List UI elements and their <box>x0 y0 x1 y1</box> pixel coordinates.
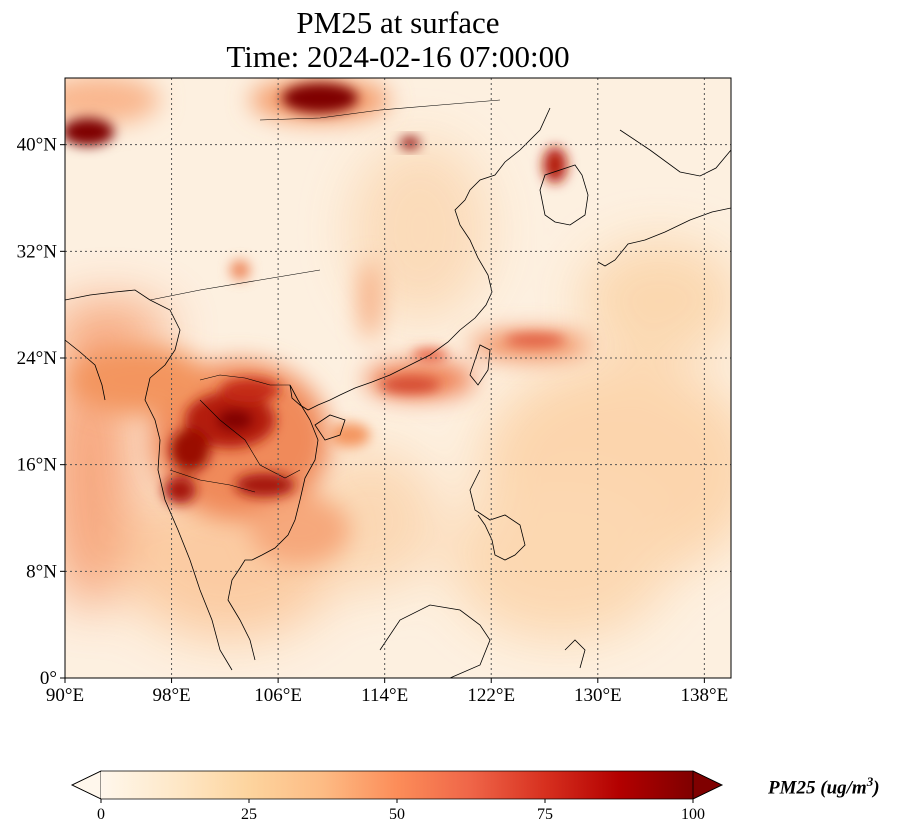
coastlines <box>65 107 731 678</box>
map-frame <box>64 77 732 679</box>
colorbar: 0 25 50 75 100 <box>71 770 723 823</box>
colorbar-tick-label: 0 <box>97 806 105 823</box>
country-borders <box>149 99 501 493</box>
lat-tick-label: 24°N <box>17 348 58 369</box>
lon-tick-label: 98°E <box>152 685 190 706</box>
colorbar-title-close: ) <box>873 777 880 799</box>
lon-tick-label: 114°E <box>361 685 408 706</box>
lat-tick-label: 8°N <box>26 561 57 582</box>
map-title-line-2: Time: 2024-02-16 07:00:00 <box>226 39 570 74</box>
colorbar-tick-label: 75 <box>537 806 553 823</box>
colorbar-gradient <box>101 771 693 799</box>
colorbar-tick-label: 100 <box>681 806 705 823</box>
lon-tick-label: 138°E <box>681 685 729 706</box>
longitude-tick-labels: 90°E 98°E 106°E 114°E 122°E 130°E 138°E <box>46 678 728 706</box>
lon-tick-label: 90°E <box>46 685 84 706</box>
lat-tick-label: 40°N <box>17 135 58 156</box>
colorbar-tick-label: 25 <box>241 806 257 823</box>
colorbar-ticks: 0 25 50 75 100 <box>97 799 705 823</box>
colorbar-title: PM25 (ug/m3) <box>768 774 880 799</box>
lat-tick-label: 16°N <box>17 455 58 476</box>
lat-tick-label: 0° <box>40 668 57 689</box>
lon-tick-label: 122°E <box>467 685 515 706</box>
lon-tick-label: 130°E <box>574 685 622 706</box>
lat-tick-label: 32°N <box>17 241 58 262</box>
pm25-concentration-field <box>65 78 731 678</box>
map-title-line-1: PM25 at surface <box>296 5 500 40</box>
colorbar-title-text: PM25 (ug/m <box>768 777 867 799</box>
colorbar-title-exponent: 3 <box>866 774 874 789</box>
colorbar-extend-high <box>692 770 723 800</box>
gridlines <box>65 78 731 678</box>
colorbar-tick-label: 50 <box>389 806 405 823</box>
colorbar-extend-low <box>71 770 102 800</box>
lon-tick-label: 106°E <box>254 685 302 706</box>
latitude-tick-labels: 0° 8°N 16°N 24°N 32°N 40°N <box>17 135 65 689</box>
